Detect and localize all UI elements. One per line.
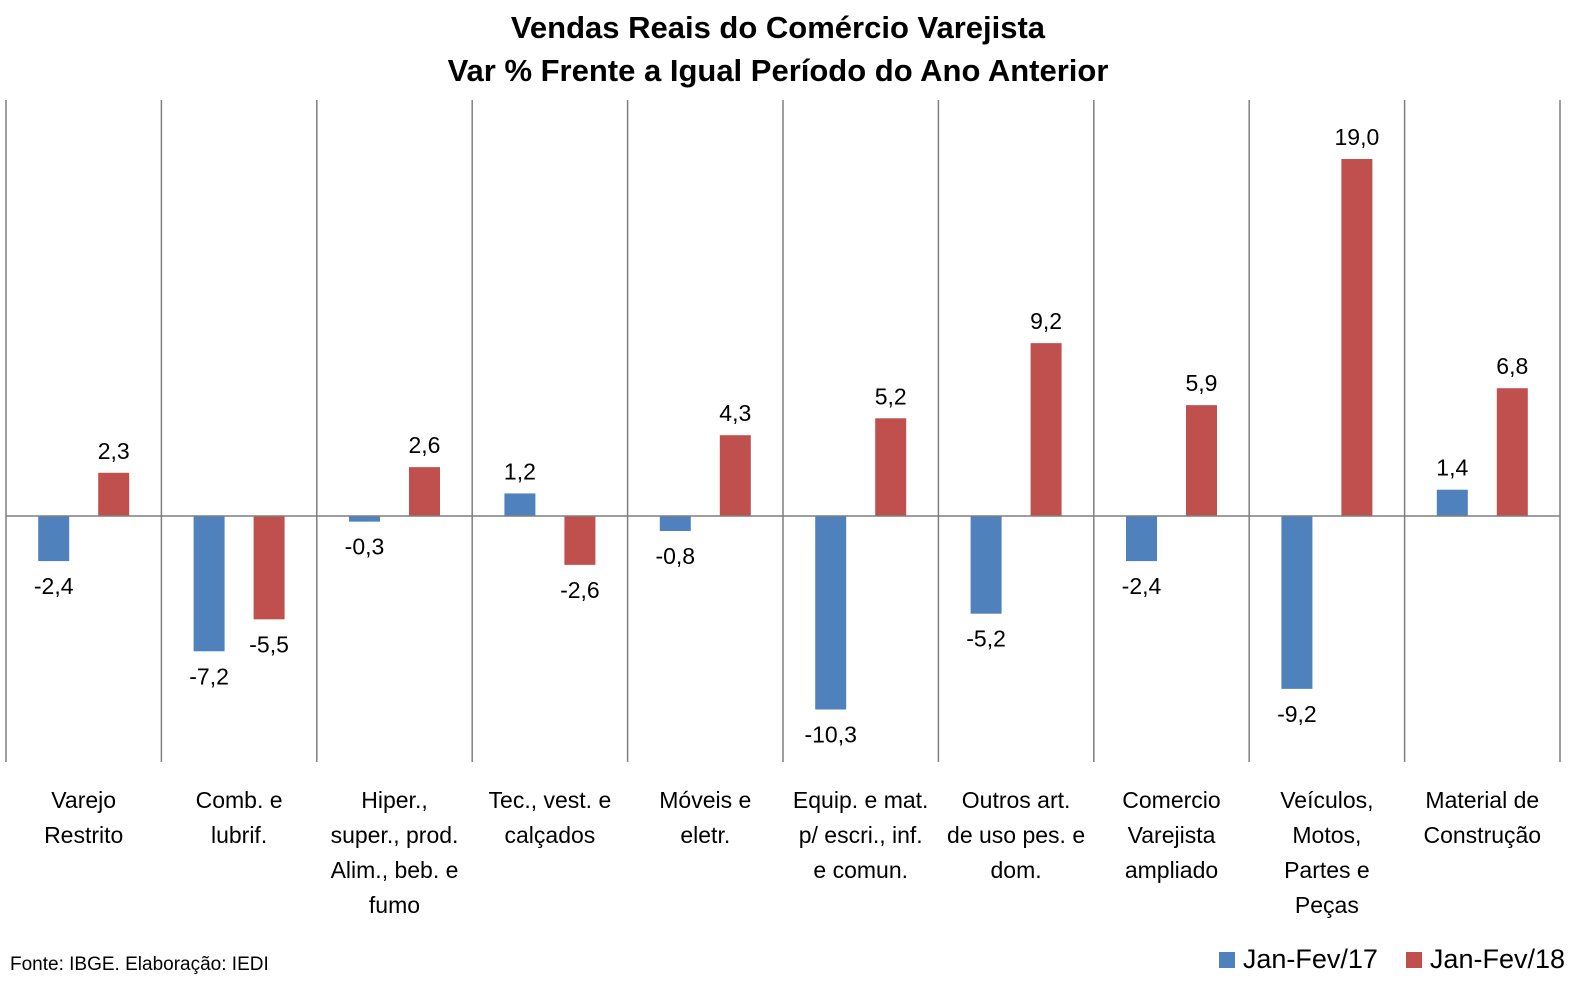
category-label: Comercio	[1122, 787, 1220, 813]
data-label-series-1: -9,2	[1277, 701, 1317, 727]
category-label: Outros art.	[962, 787, 1071, 813]
data-label-series-1: -0,3	[345, 534, 385, 560]
category-label: Comb. e	[196, 787, 283, 813]
data-label-series-2: 2,6	[409, 432, 441, 458]
data-label-series-2: 9,2	[1030, 308, 1062, 334]
data-label-series-2: -2,6	[560, 577, 600, 603]
category-label: de uso pes. e	[947, 822, 1085, 848]
category-label: super., prod.	[331, 822, 459, 848]
data-label-series-1: -2,4	[1122, 573, 1162, 599]
data-label-series-1: 1,4	[1436, 455, 1468, 481]
bar-series-1	[504, 493, 536, 516]
data-label-series-1: 1,2	[504, 458, 536, 484]
chart-title-line-2: Var % Frente a Igual Período do Ano Ante…	[448, 53, 1109, 88]
category-label: dom.	[991, 857, 1042, 883]
bar-series-2	[564, 516, 596, 565]
bar-series-1	[193, 516, 225, 652]
category-label: e comun.	[813, 857, 908, 883]
data-label-series-2: 4,3	[719, 400, 751, 426]
legend-label-series-1: Jan-Fev/17	[1242, 944, 1378, 974]
data-label-series-1: -10,3	[804, 722, 856, 748]
bar-series-2	[253, 516, 285, 620]
category-label: Material de	[1425, 787, 1539, 813]
bar-series-2	[409, 467, 440, 516]
bar-series-2	[98, 472, 130, 516]
chart-legend: Jan-Fev/17 Jan-Fev/18	[1191, 944, 1565, 975]
bar-series-2	[1186, 405, 1217, 516]
bar-series-1	[659, 516, 691, 532]
category-label: Hiper.,	[361, 787, 427, 813]
data-label-series-1: -2,4	[34, 573, 74, 599]
category-label: lubrif.	[211, 822, 267, 848]
data-label-series-2: 5,9	[1186, 370, 1218, 396]
legend-item-series-2: Jan-Fev/18	[1405, 944, 1565, 975]
data-label-series-1: -0,8	[655, 543, 695, 569]
bar-series-2	[1341, 159, 1373, 516]
category-label: Tec., vest. e	[489, 787, 612, 813]
category-label: Restrito	[44, 822, 123, 848]
bar-series-2	[875, 418, 907, 516]
bar-series-2	[1030, 343, 1062, 516]
category-label: eletr.	[680, 822, 730, 848]
category-label: Motos,	[1292, 822, 1361, 848]
data-label-series-2: 6,8	[1496, 353, 1528, 379]
category-label: ampliado	[1125, 857, 1218, 883]
source-note: Fonte: IBGE. Elaboração: IEDI	[10, 954, 269, 975]
category-label: Construção	[1423, 822, 1541, 848]
data-label-series-2: 2,3	[98, 438, 130, 464]
bar-series-1	[970, 516, 1002, 614]
category-label: fumo	[369, 892, 420, 918]
category-label: Equip. e mat.	[793, 787, 929, 813]
category-label: Partes e	[1284, 857, 1370, 883]
bar-series-2	[1496, 388, 1528, 516]
category-label: Peças	[1295, 892, 1359, 918]
legend-item-series-1: Jan-Fev/17	[1218, 944, 1378, 975]
bar-series-1	[349, 516, 380, 522]
category-label: Móveis e	[659, 787, 751, 813]
bar-series-1	[815, 516, 847, 710]
legend-label-series-2: Jan-Fev/18	[1429, 944, 1565, 974]
category-label: Varejista	[1128, 822, 1216, 848]
bar-series-1	[1281, 516, 1313, 689]
category-label: p/ escri., inf.	[799, 822, 923, 848]
data-label-series-2: 5,2	[875, 383, 907, 409]
bar-series-1	[38, 516, 70, 562]
category-label: calçados	[505, 822, 596, 848]
data-label-series-1: -5,2	[966, 626, 1006, 652]
bar-series-2	[719, 435, 751, 516]
legend-swatch-series-2	[1405, 951, 1422, 968]
legend-swatch-series-1	[1218, 951, 1235, 968]
data-label-series-1: -7,2	[189, 663, 229, 689]
category-label: Alim., beb. e	[331, 857, 459, 883]
chart-title-line-1: Vendas Reais do Comércio Varejista	[511, 10, 1046, 45]
bar-series-1	[1126, 516, 1157, 562]
category-label: Varejo	[51, 787, 116, 813]
data-label-series-2: -5,5	[249, 631, 289, 657]
category-label: Veículos,	[1280, 787, 1373, 813]
data-label-series-2: 19,0	[1335, 124, 1380, 150]
bar-series-1	[1436, 489, 1468, 516]
